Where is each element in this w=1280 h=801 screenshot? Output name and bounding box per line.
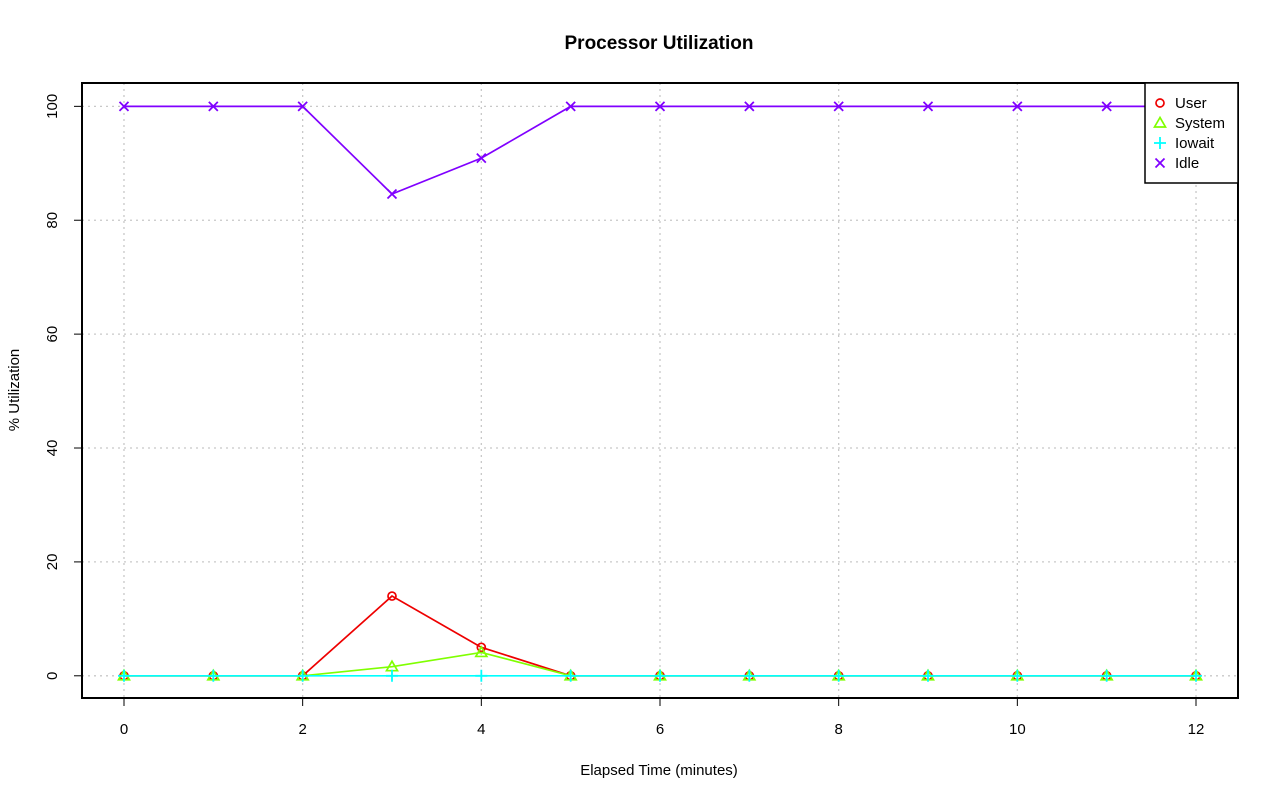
x-tick-label: 0 [120, 721, 128, 738]
plot-frame [81, 82, 1239, 699]
data-point-iowait [922, 669, 935, 682]
y-tick-label: 40 [44, 440, 61, 457]
data-point-iowait [832, 669, 845, 682]
legend: User System Iowait Idle [1144, 82, 1239, 184]
data-point-idle [833, 101, 844, 112]
data-point-idle [297, 101, 308, 112]
data-point-user [476, 642, 487, 653]
data-point-user [387, 591, 397, 601]
data-point-idle [744, 101, 755, 112]
x-axis-label: Elapsed Time (minutes) [580, 762, 738, 779]
legend-label-idle: Idle [1175, 155, 1199, 172]
legend-marker-iowait [1154, 137, 1166, 149]
y-tick-label: 100 [44, 94, 61, 119]
data-point-idle [654, 101, 666, 112]
legend-label-user: User [1175, 95, 1207, 112]
data-point-iowait [743, 669, 756, 682]
data-point-idle [565, 101, 576, 112]
axes: 0 2 4 6 8 10 12 0 20 40 60 80 100 [44, 94, 1204, 738]
grid [82, 83, 1238, 698]
data-point-idle [386, 188, 398, 200]
data-point-idle [476, 153, 487, 164]
legend-marker-user [1155, 98, 1165, 108]
series-idle [118, 101, 1202, 200]
data-point-iowait [117, 669, 130, 682]
y-tick-label: 0 [44, 672, 61, 680]
data-point-iowait [475, 669, 488, 682]
data-point-idle [118, 101, 130, 112]
data-point-idle [1101, 101, 1112, 112]
data-point-idle [208, 101, 219, 112]
chart-title: Processor Utilization [565, 33, 754, 54]
y-tick-label: 80 [44, 212, 61, 229]
x-tick-label: 8 [834, 721, 842, 738]
data-point-idle [1012, 101, 1023, 112]
x-tick-label: 12 [1188, 721, 1205, 738]
legend-marker-system [1153, 115, 1167, 128]
x-tick-label: 4 [477, 721, 485, 738]
legend-label-system: System [1175, 115, 1225, 132]
data-point-iowait [1190, 669, 1203, 682]
legend-label-iowait: Iowait [1175, 135, 1215, 152]
x-tick-label: 10 [1009, 721, 1026, 738]
x-tick-label: 6 [656, 721, 664, 738]
y-tick-label: 20 [44, 554, 61, 571]
x-tick-label: 2 [298, 721, 306, 738]
data-point-iowait [564, 669, 577, 682]
data-point-iowait [1011, 669, 1024, 682]
legend-marker-idle [1154, 157, 1166, 169]
data-point-iowait [1100, 669, 1113, 682]
y-tick-label: 60 [44, 326, 61, 343]
data-point-idle [922, 101, 934, 112]
data-point-iowait [654, 669, 666, 682]
data-point-iowait [296, 669, 309, 682]
series-layer [117, 101, 1203, 682]
data-point-iowait [207, 669, 220, 682]
y-axis-label: % Utilization [6, 349, 23, 432]
series-iowait [117, 669, 1203, 682]
data-point-iowait [385, 669, 398, 682]
data-point-system [474, 645, 489, 658]
